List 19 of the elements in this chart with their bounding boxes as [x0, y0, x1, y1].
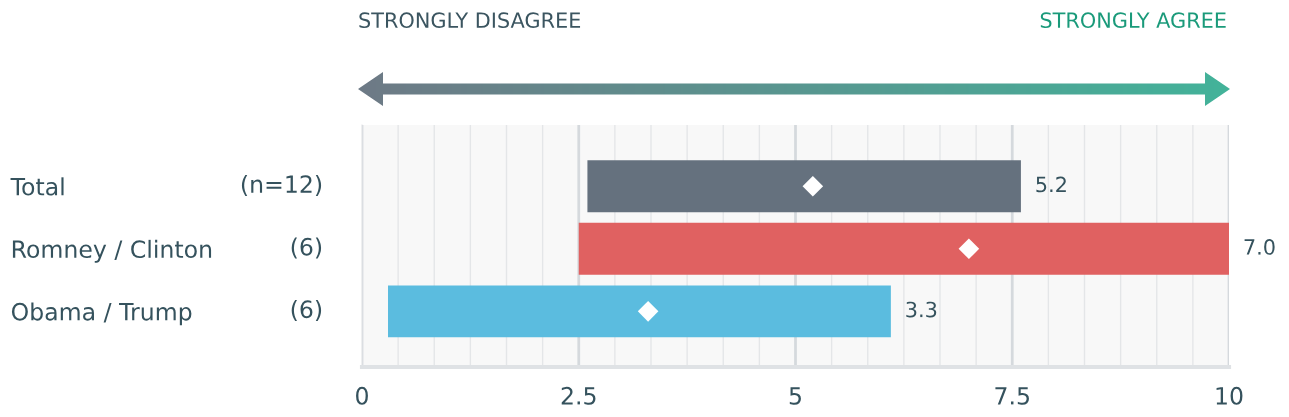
text: (6) — [291, 299, 322, 321]
text: STRONGLY DISAGREE — [359, 12, 581, 29]
annotation: 7.0 — [1244, 239, 1275, 255]
x-tick-label: 7.5 — [995, 387, 1029, 405]
annotation: 5.2 — [1036, 176, 1066, 193]
bar — [388, 285, 891, 338]
y-tick-label: Total — [10, 177, 64, 196]
text: (n=12) — [241, 174, 322, 196]
annotation: 3.3 — [906, 301, 937, 318]
bar — [587, 160, 1021, 213]
y-tick-label: Obama / Trump — [11, 302, 192, 326]
x-tick-label: 0 — [356, 386, 368, 405]
x-tick-label: 10 — [1216, 386, 1243, 405]
x-tick-label: 5 — [789, 387, 801, 405]
text: STRONGLY AGREE — [1040, 12, 1226, 29]
text: (6) — [291, 237, 322, 259]
x-tick-label: 2.5 — [561, 386, 596, 405]
y-tick-label: Romney / Clinton — [12, 239, 212, 263]
bar — [578, 222, 1229, 275]
